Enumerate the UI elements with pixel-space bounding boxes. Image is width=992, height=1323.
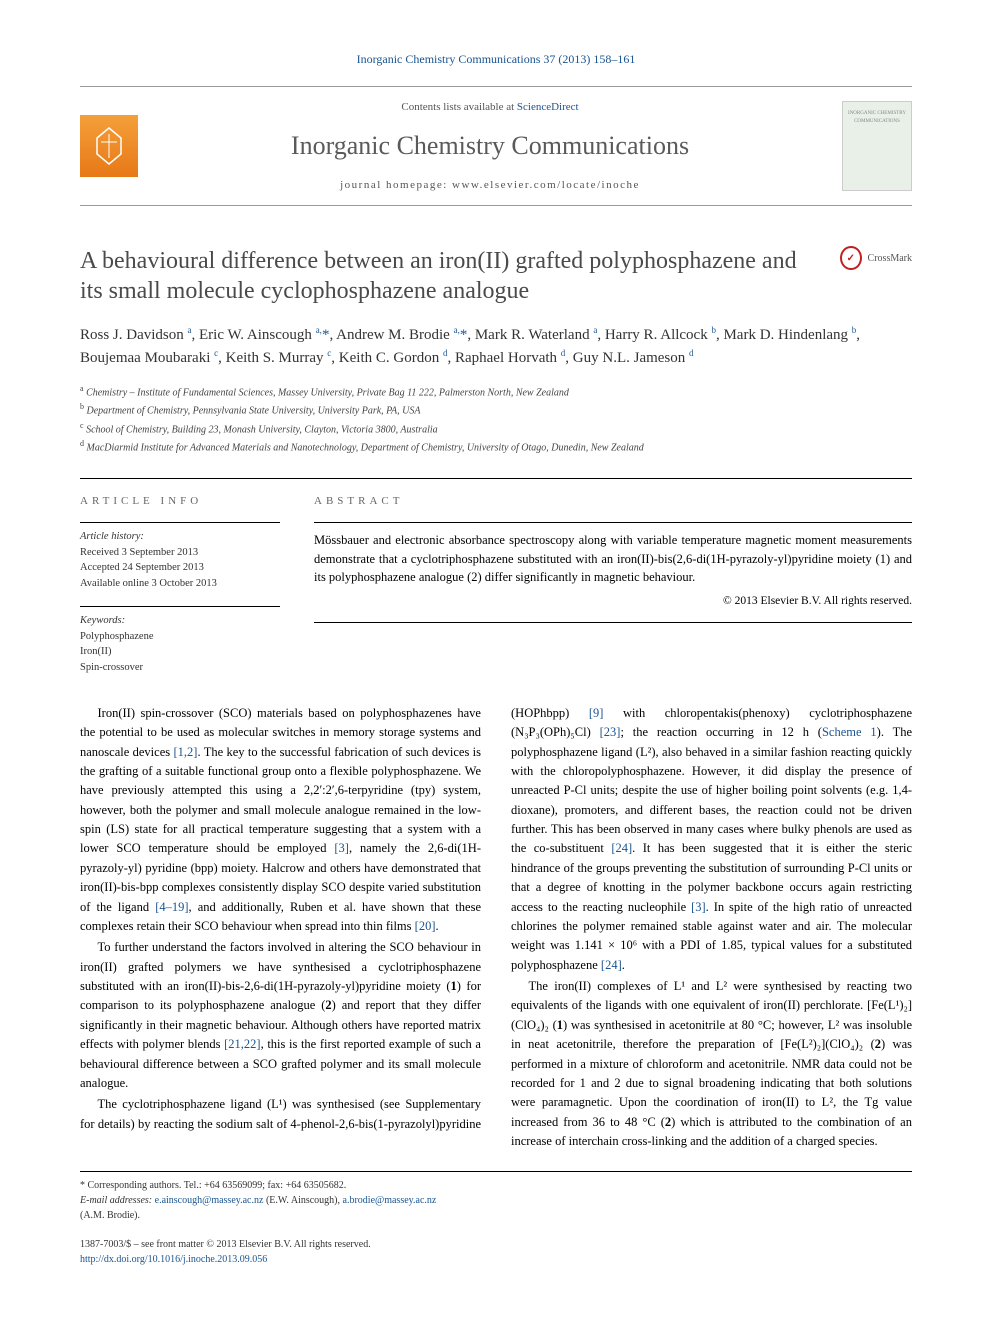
- history-line: Received 3 September 2013: [80, 545, 280, 561]
- abstract-text: Mössbauer and electronic absorbance spec…: [314, 533, 912, 585]
- email-1-name: (E.W. Ainscough),: [263, 1195, 342, 1206]
- journal-cover-thumb[interactable]: INORGANIC CHEMISTRY COMMUNICATIONS: [842, 101, 912, 191]
- page-footer: 1387-7003/$ – see front matter © 2013 El…: [80, 1237, 912, 1267]
- journal-title: Inorganic Chemistry Communications: [156, 126, 824, 165]
- keyword: Polyphosphazene: [80, 629, 280, 645]
- affiliation-line: b Department of Chemistry, Pennsylvania …: [80, 401, 912, 419]
- affiliation-line: c School of Chemistry, Building 23, Mona…: [80, 420, 912, 438]
- email-2-name: (A.M. Brodie).: [80, 1210, 140, 1221]
- contents-prefix: Contents lists available at: [401, 101, 516, 113]
- journal-homepage[interactable]: journal homepage: www.elsevier.com/locat…: [156, 177, 824, 194]
- article-info: ARTICLE INFO Article history: Received 3…: [80, 493, 280, 676]
- footnotes: * Corresponding authors. Tel.: +64 63569…: [80, 1171, 912, 1223]
- abstract-column: ABSTRACT Mössbauer and electronic absorb…: [314, 493, 912, 676]
- title-row: A behavioural difference between an iron…: [80, 246, 912, 306]
- body-paragraph: The iron(II) complexes of L¹ and L² were…: [511, 977, 912, 1151]
- masthead: Contents lists available at ScienceDirec…: [80, 86, 912, 206]
- crossmark-badge[interactable]: ✓ CrossMark: [840, 246, 912, 270]
- affiliation-line: d MacDiarmid Institute for Advanced Mate…: [80, 438, 912, 456]
- emails-label: E-mail addresses:: [80, 1195, 155, 1206]
- crossmark-label: CrossMark: [868, 251, 912, 266]
- article-info-body: Article history: Received 3 September 20…: [80, 522, 280, 676]
- body-text: Iron(II) spin-crossover (SCO) materials …: [80, 704, 912, 1152]
- history-label: Article history:: [80, 529, 280, 545]
- abstract-copyright: © 2013 Elsevier B.V. All rights reserved…: [314, 593, 912, 610]
- history-line: Available online 3 October 2013: [80, 576, 280, 592]
- elsevier-logo: [80, 115, 138, 177]
- cover-title: INORGANIC CHEMISTRY COMMUNICATIONS: [843, 110, 911, 125]
- keywords-label: Keywords:: [80, 613, 280, 629]
- journal-citation[interactable]: Inorganic Chemistry Communications 37 (2…: [80, 50, 912, 68]
- article-info-label: ARTICLE INFO: [80, 493, 280, 510]
- contents-line: Contents lists available at ScienceDirec…: [156, 99, 824, 116]
- corresponding-note: * Corresponding authors. Tel.: +64 63569…: [80, 1178, 912, 1193]
- masthead-center: Contents lists available at ScienceDirec…: [156, 99, 824, 193]
- body-paragraph: To further understand the factors involv…: [80, 938, 481, 1093]
- emails-line: E-mail addresses: e.ainscough@massey.ac.…: [80, 1193, 912, 1223]
- front-matter-line: 1387-7003/$ – see front matter © 2013 El…: [80, 1237, 371, 1252]
- meta-row: ARTICLE INFO Article history: Received 3…: [80, 478, 912, 676]
- keywords-block: Keywords: PolyphosphazeneIron(II)Spin-cr…: [80, 606, 280, 676]
- footer-left: 1387-7003/$ – see front matter © 2013 El…: [80, 1237, 371, 1267]
- abstract-body: Mössbauer and electronic absorbance spec…: [314, 522, 912, 624]
- doi-link[interactable]: http://dx.doi.org/10.1016/j.inoche.2013.…: [80, 1254, 267, 1265]
- author-list: Ross J. Davidson a, Eric W. Ainscough a,…: [80, 324, 912, 369]
- email-2[interactable]: a.brodie@massey.ac.nz: [343, 1195, 437, 1206]
- article-title: A behavioural difference between an iron…: [80, 246, 822, 306]
- email-1[interactable]: e.ainscough@massey.ac.nz: [155, 1195, 264, 1206]
- sciencedirect-link[interactable]: ScienceDirect: [517, 101, 579, 113]
- history-line: Accepted 24 September 2013: [80, 560, 280, 576]
- affiliations: a Chemistry – Institute of Fundamental S…: [80, 383, 912, 456]
- crossmark-icon: ✓: [840, 246, 862, 270]
- affiliation-line: a Chemistry – Institute of Fundamental S…: [80, 383, 912, 401]
- abstract-label: ABSTRACT: [314, 493, 912, 510]
- body-paragraph: Iron(II) spin-crossover (SCO) materials …: [80, 704, 481, 937]
- keyword: Spin-crossover: [80, 660, 280, 676]
- keyword: Iron(II): [80, 644, 280, 660]
